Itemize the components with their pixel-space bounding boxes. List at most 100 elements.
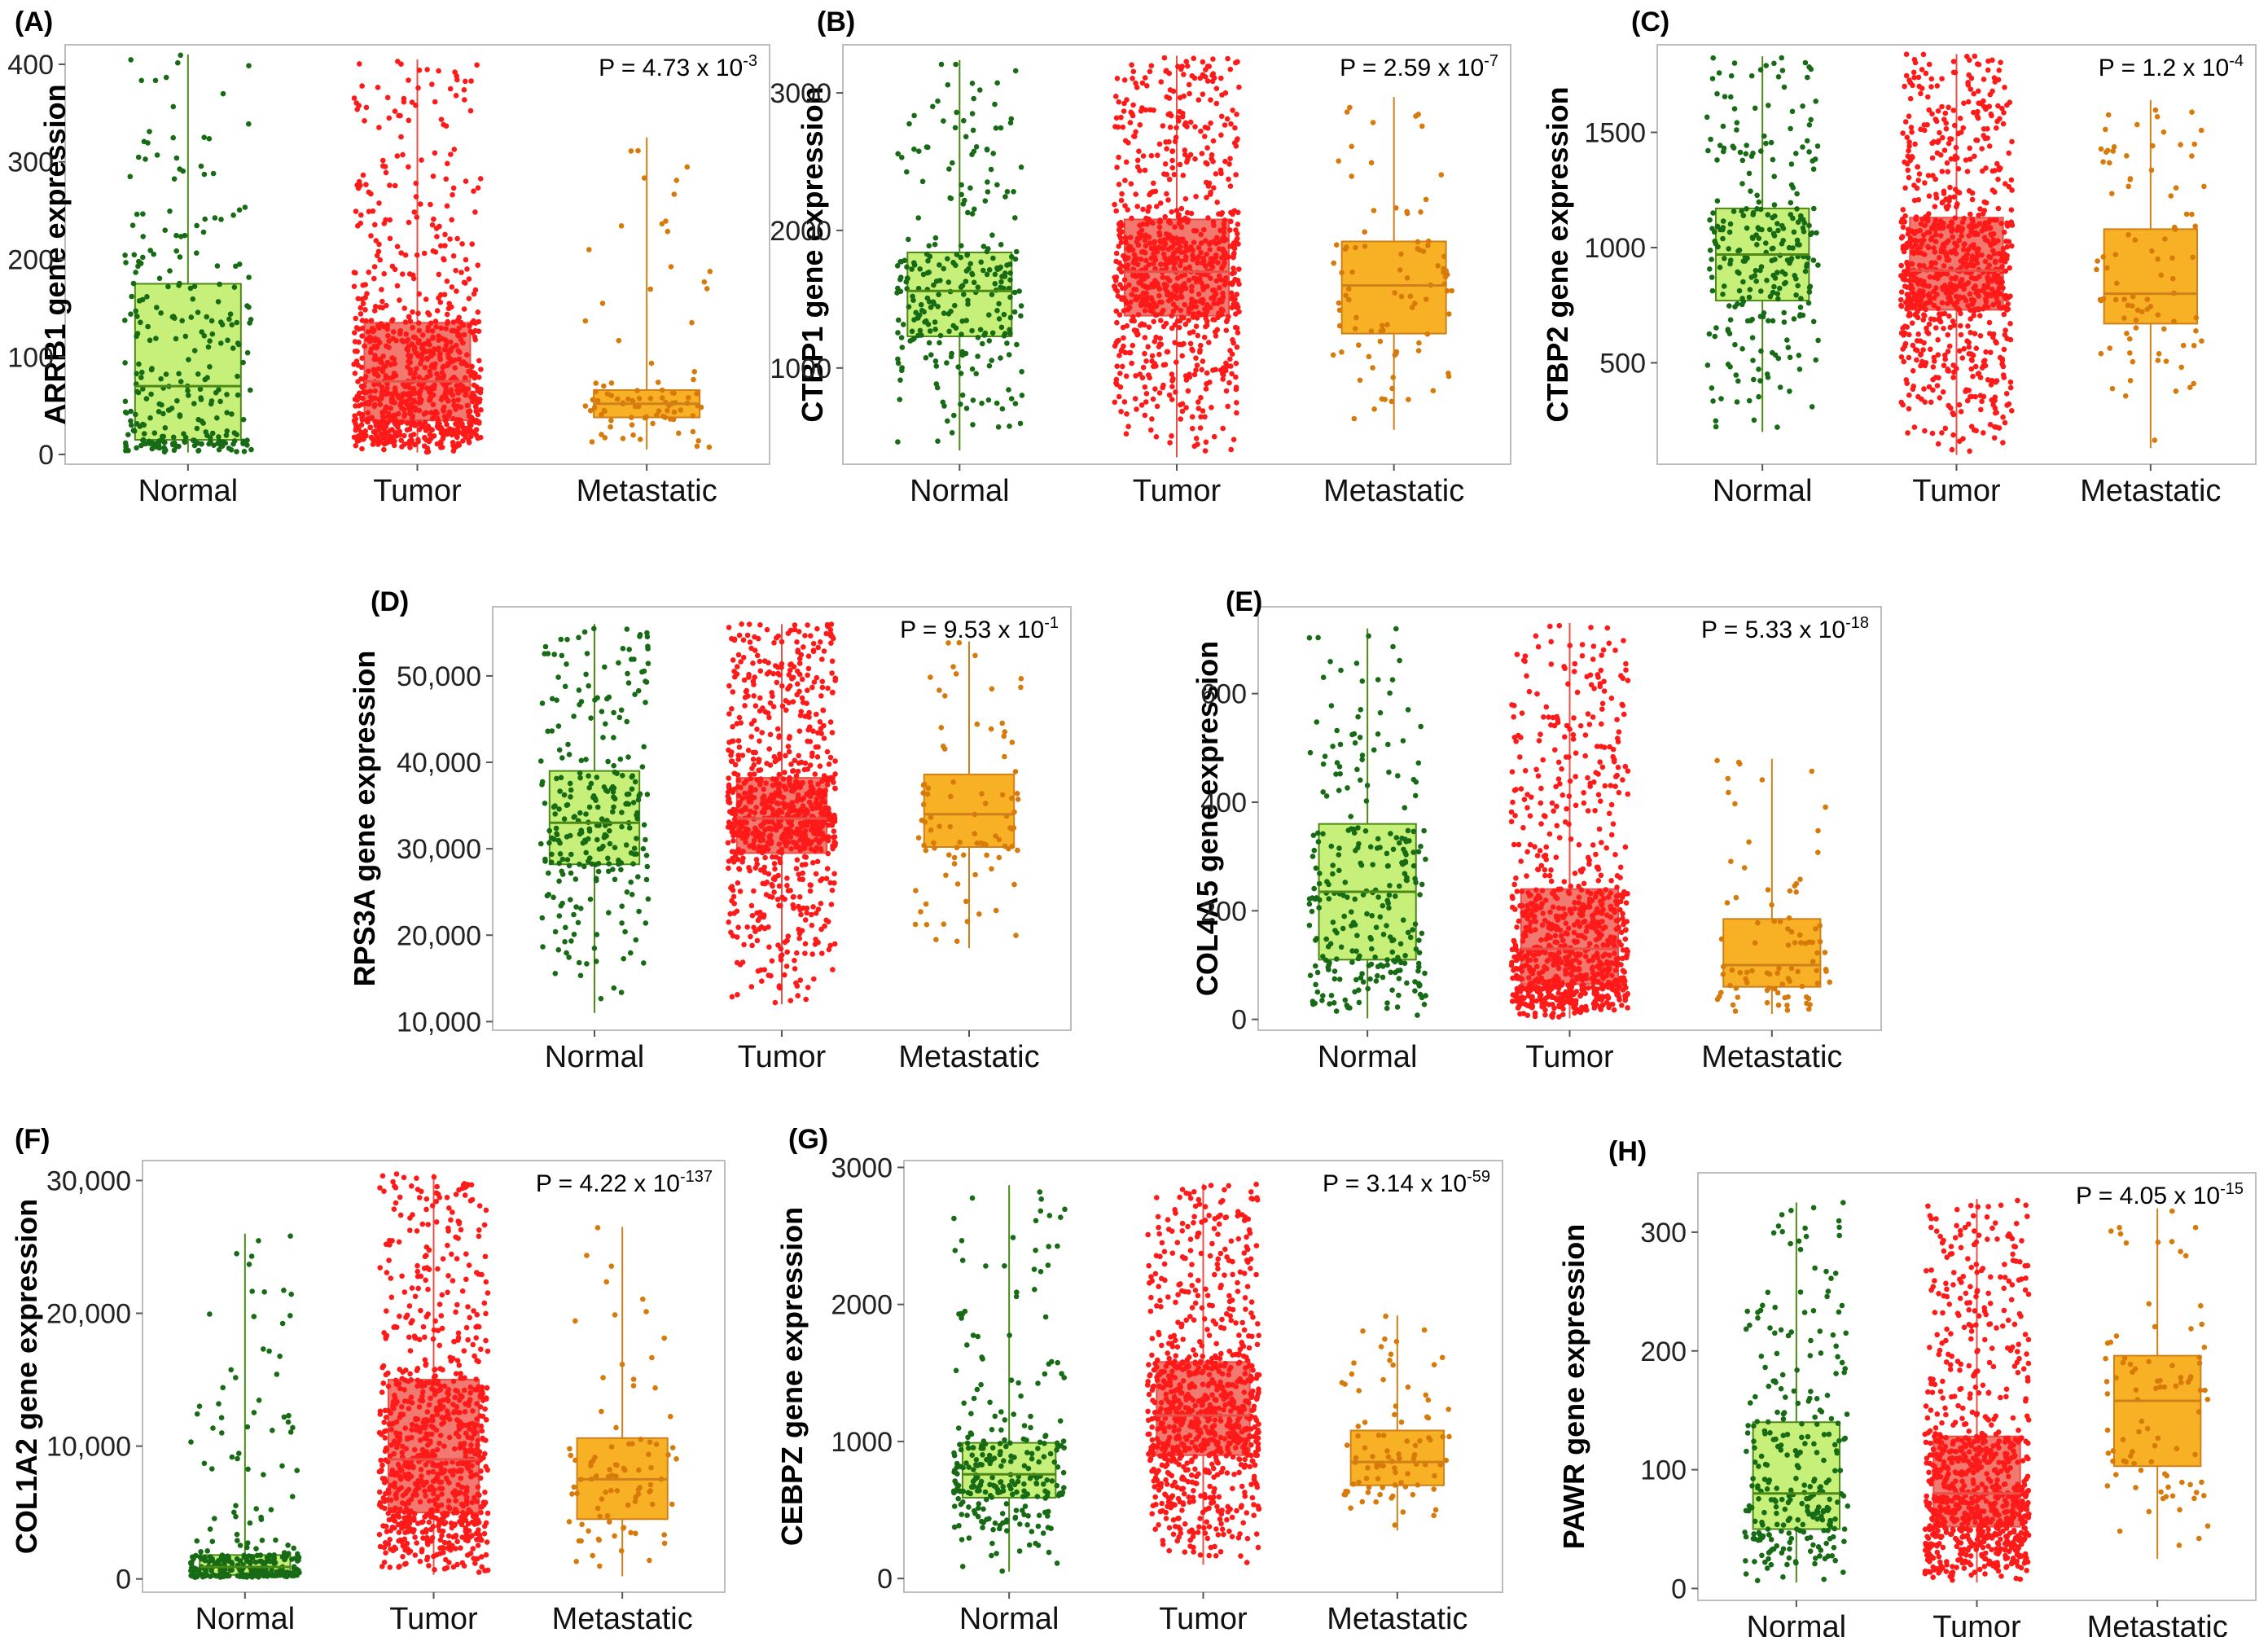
data-point <box>241 449 248 454</box>
data-point <box>805 622 810 628</box>
data-point <box>1958 310 1963 317</box>
data-point <box>2004 220 2010 226</box>
data-point <box>735 753 741 758</box>
data-point <box>1202 448 1209 454</box>
data-point <box>735 880 741 886</box>
data-point <box>1227 227 1233 233</box>
data-point <box>1790 185 1796 191</box>
data-point <box>1127 120 1134 125</box>
data-point <box>134 371 139 377</box>
data-point <box>1940 199 1946 205</box>
data-point <box>1202 134 1208 139</box>
data-point <box>783 698 789 704</box>
data-point <box>128 57 134 63</box>
data-point <box>1219 210 1226 216</box>
data-point <box>1966 188 1972 194</box>
data-point <box>1975 291 1981 297</box>
data-point <box>1898 235 1905 241</box>
data-point <box>1368 328 1375 334</box>
data-point <box>1157 336 1164 341</box>
data-point <box>992 281 998 287</box>
data-point <box>1112 274 1117 281</box>
data-point <box>414 214 420 221</box>
data-point <box>2000 121 2007 127</box>
data-point <box>2156 351 2162 357</box>
data-point <box>1173 208 1180 213</box>
data-point <box>996 316 1002 322</box>
data-point <box>785 686 791 692</box>
data-point <box>405 337 411 343</box>
data-point <box>771 640 777 646</box>
data-point <box>1753 267 1759 274</box>
data-point <box>454 235 460 242</box>
data-point <box>1794 206 1800 212</box>
data-point <box>220 90 226 97</box>
data-point <box>959 243 964 249</box>
data-point <box>2178 364 2184 371</box>
data-point <box>1988 243 1994 248</box>
data-point <box>1770 318 1776 324</box>
data-point <box>355 185 362 191</box>
data-point <box>1725 327 1731 332</box>
data-point <box>358 311 364 317</box>
data-point <box>154 152 160 158</box>
data-point <box>1707 217 1713 223</box>
data-point <box>1162 213 1168 220</box>
data-point <box>1757 378 1763 384</box>
data-point <box>1113 258 1119 265</box>
data-point <box>413 194 419 200</box>
data-point <box>779 661 785 667</box>
y-tick-label: 40,000 <box>397 748 481 779</box>
data-point <box>445 398 451 404</box>
data-point <box>1438 172 1445 178</box>
data-point <box>2133 325 2139 331</box>
data-point <box>546 892 551 897</box>
data-point <box>582 837 588 844</box>
data-point <box>1227 183 1234 189</box>
data-point <box>1998 59 2003 65</box>
data-point <box>784 876 790 881</box>
data-point <box>1229 371 1235 377</box>
data-point <box>182 232 188 239</box>
data-point <box>752 703 759 709</box>
data-point <box>1182 120 1189 126</box>
data-point <box>659 387 665 393</box>
data-point <box>134 211 140 217</box>
data-point <box>1218 75 1224 81</box>
data-point <box>818 731 824 736</box>
data-point <box>246 63 252 68</box>
data-point <box>1180 110 1186 116</box>
data-point <box>1146 261 1152 268</box>
data-point <box>234 319 240 326</box>
data-point <box>1233 386 1239 393</box>
data-point <box>915 332 921 339</box>
data-point <box>750 661 756 666</box>
data-point <box>897 377 903 384</box>
data-point <box>549 835 555 841</box>
data-point <box>917 266 923 272</box>
data-point <box>986 362 993 369</box>
data-point <box>1116 182 1122 187</box>
data-point <box>2094 266 2099 273</box>
data-point <box>444 311 450 318</box>
data-point <box>1162 255 1168 261</box>
data-point <box>2169 255 2175 261</box>
data-point <box>746 621 752 627</box>
data-point <box>726 711 732 717</box>
data-point <box>1713 418 1719 424</box>
data-point <box>604 391 611 397</box>
data-point <box>1726 303 1732 309</box>
data-point <box>474 62 480 68</box>
data-point <box>1753 279 1759 284</box>
data-point <box>1748 72 1755 79</box>
data-point <box>659 221 665 227</box>
data-point <box>556 747 563 753</box>
data-point <box>756 767 761 774</box>
data-point <box>205 344 212 350</box>
data-point <box>1928 76 1935 82</box>
data-point <box>429 386 436 392</box>
data-point <box>1927 230 1932 235</box>
data-point <box>791 893 796 900</box>
data-point <box>1019 393 1025 398</box>
data-point <box>605 758 611 765</box>
